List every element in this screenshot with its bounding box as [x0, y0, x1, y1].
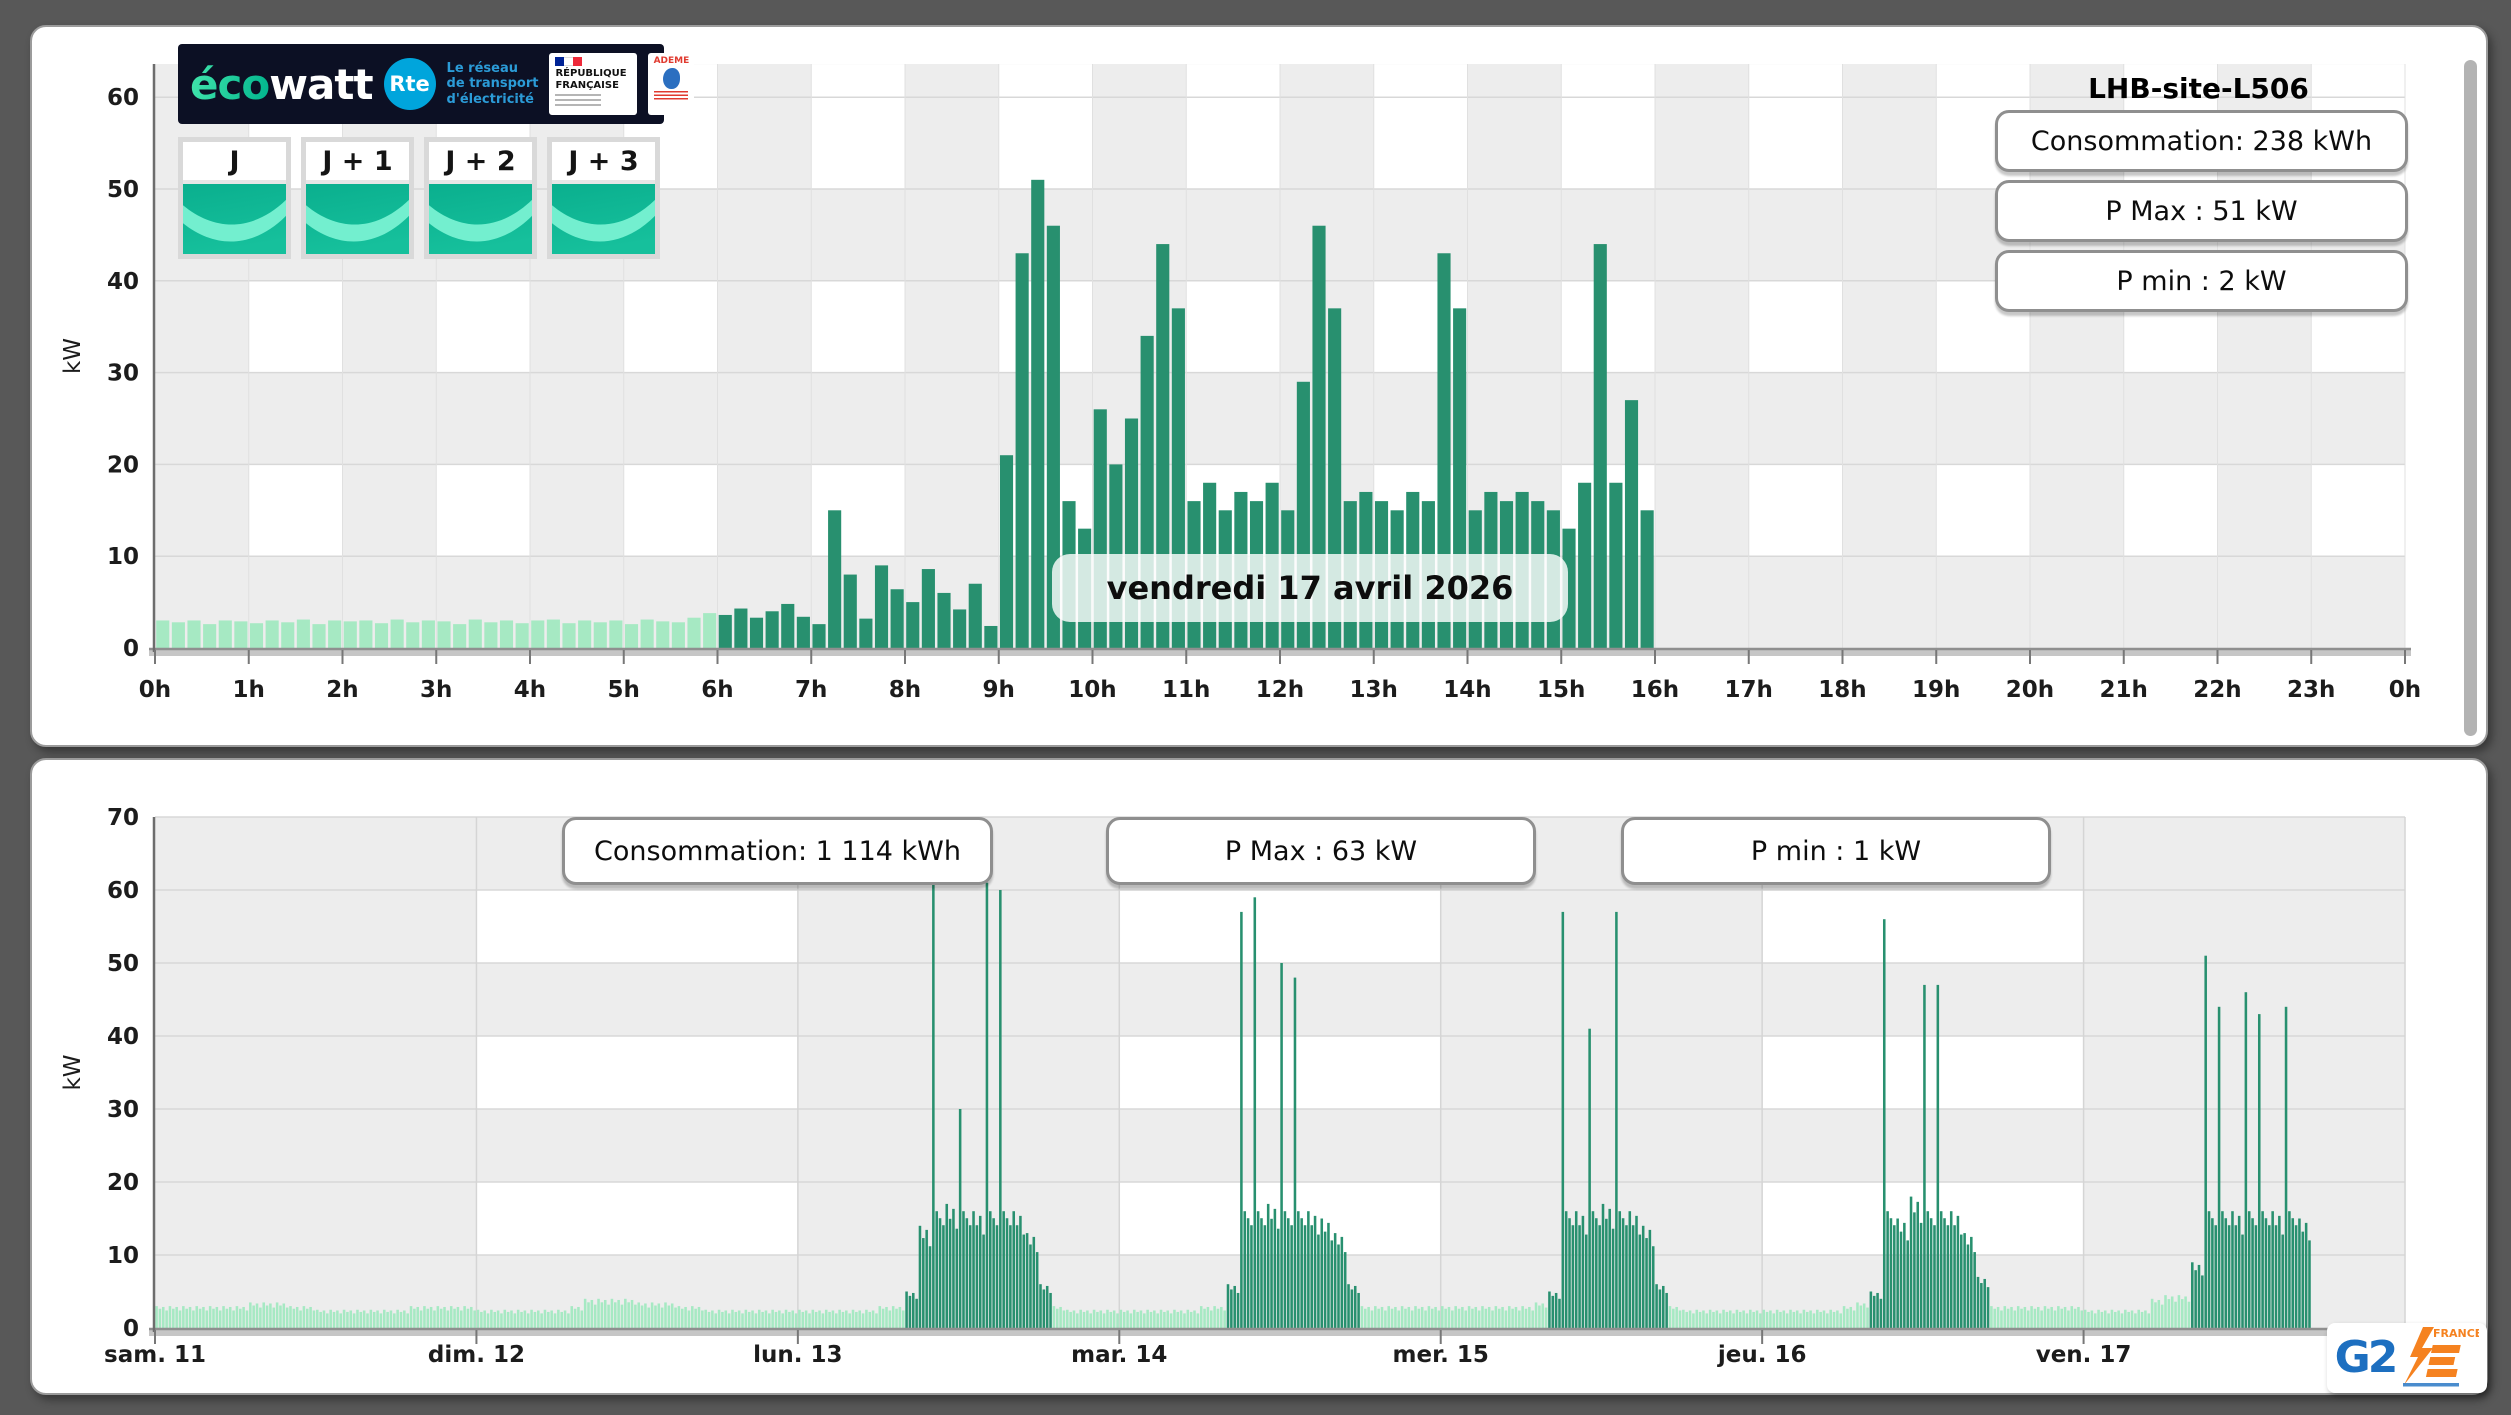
weekly-chart-panel: sam. 11 dim. 12 lun. 13 mar. 14 mer. 15 jeu. …: [30, 758, 2488, 1395]
svg-text:dim. 12: dim. 12: [428, 1342, 525, 1368]
svg-text:7h: 7h: [795, 677, 827, 703]
vertical-scrollbar[interactable]: [2464, 60, 2477, 736]
weekly-pmin-stat-box: P min : 1 kW: [1621, 817, 2051, 885]
forecast-tile-j1[interactable]: J + 1: [301, 137, 414, 259]
svg-text:0: 0: [123, 636, 139, 662]
weekly-consumption-stat-box: Consommation: 1 114 kWh: [562, 817, 993, 885]
ademe-text: ADEME: [653, 56, 690, 66]
french-flag-icon: [555, 57, 583, 66]
svg-text:kW: kW: [60, 1054, 86, 1090]
forecast-tile-label: J + 2: [429, 142, 532, 184]
svg-text:30: 30: [107, 361, 139, 387]
svg-text:20: 20: [107, 1170, 139, 1196]
green-signal-icon: [552, 184, 655, 254]
consumption-stat-box: Consommation: 238 kWh: [1995, 110, 2408, 172]
svg-text:13h: 13h: [1350, 677, 1398, 703]
rte-tagline-line: Le réseau: [446, 60, 518, 76]
svg-text:20: 20: [107, 452, 139, 478]
svg-text:50: 50: [107, 951, 139, 977]
francaise-text: FRANÇAISE: [555, 79, 619, 91]
svg-text:mer. 15: mer. 15: [1393, 1342, 1489, 1368]
svg-text:5h: 5h: [608, 677, 640, 703]
rte-tagline-line: de transport: [446, 76, 539, 92]
republique-text: RÉPUBLIQUE: [555, 68, 627, 79]
svg-text:kW: kW: [60, 338, 86, 374]
svg-text:jeu. 16: jeu. 16: [1717, 1342, 1807, 1368]
green-signal-icon: [183, 184, 286, 254]
green-signal-icon: [306, 184, 409, 254]
svg-text:60: 60: [107, 878, 139, 904]
svg-text:10: 10: [107, 544, 139, 570]
svg-text:12h: 12h: [1256, 677, 1304, 703]
rte-abbr: Rte: [389, 72, 430, 96]
ademe-logo: ADEME: [648, 53, 695, 115]
svg-text:17h: 17h: [1725, 677, 1773, 703]
ecowatt-eco-text: éco: [190, 59, 270, 109]
svg-text:11h: 11h: [1162, 677, 1210, 703]
rte-tagline: Le réseau de transport d'électricité: [447, 61, 539, 108]
svg-text:10h: 10h: [1068, 677, 1116, 703]
svg-text:18h: 18h: [1818, 677, 1866, 703]
ademe-blob-icon: [662, 68, 680, 89]
svg-text:2h: 2h: [326, 677, 358, 703]
svg-text:21h: 21h: [2100, 677, 2148, 703]
svg-text:0: 0: [123, 1316, 139, 1342]
ecowatt-logo: écowatt Rte Le réseau de transport d'éle…: [178, 44, 695, 124]
svg-text:lun. 13: lun. 13: [753, 1342, 842, 1368]
svg-text:6h: 6h: [701, 677, 733, 703]
svg-text:40: 40: [107, 269, 139, 295]
forecast-tile-label: J + 1: [306, 142, 409, 184]
site-title: LHB-site-L506: [2088, 72, 2309, 105]
forecast-tile-j2[interactable]: J + 2: [424, 137, 537, 259]
weekly-pmax-stat-box: P Max : 63 kW: [1106, 817, 1536, 885]
svg-text:60: 60: [107, 85, 139, 111]
svg-text:15h: 15h: [1537, 677, 1585, 703]
forecast-tile-label: J: [183, 142, 286, 184]
rte-logo-icon: Rte: [383, 58, 436, 110]
forecast-tiles: J J + 1 J + 2 J + 3: [178, 137, 660, 259]
svg-text:50: 50: [107, 177, 139, 203]
forecast-tile-j3[interactable]: J + 3: [547, 137, 660, 259]
forecast-tile-j[interactable]: J: [178, 137, 291, 259]
ademe-caption-lines: [654, 91, 689, 100]
ecowatt-wordmark: écowatt: [190, 59, 374, 109]
svg-text:20h: 20h: [2006, 677, 2054, 703]
svg-text:0h: 0h: [2389, 677, 2421, 703]
daily-chart-panel: 0h 1h 2h 3h 4h 5h 6h 7h 8h 9h 10h 11h 12h 13h 14h 15h 16…: [30, 25, 2488, 747]
weekly-chart-plot[interactable]: sam. 11 dim. 12 lun. 13 mar. 14 mer. 15 jeu. …: [32, 760, 2486, 1393]
g2e-logo: G2 FRANCE: [2327, 1323, 2487, 1393]
green-signal-icon: [429, 184, 532, 254]
pmin-stat-box: P min : 2 kW: [1995, 250, 2408, 312]
svg-text:8h: 8h: [889, 677, 921, 703]
svg-text:3h: 3h: [420, 677, 452, 703]
svg-text:mar. 14: mar. 14: [1071, 1342, 1167, 1368]
svg-text:ven. 17: ven. 17: [2036, 1342, 2132, 1368]
motto-lines: [555, 94, 602, 106]
forecast-tile-label: J + 3: [552, 142, 655, 184]
svg-text:10: 10: [107, 1243, 139, 1269]
svg-text:14h: 14h: [1443, 677, 1491, 703]
svg-text:4h: 4h: [514, 677, 546, 703]
svg-text:16h: 16h: [1631, 677, 1679, 703]
svg-text:19h: 19h: [1912, 677, 1960, 703]
ecowatt-watt-text: watt: [269, 59, 373, 109]
rte-tagline-line: d'électricité: [446, 91, 534, 107]
g2e-france-text: FRANCE: [2433, 1327, 2479, 1340]
svg-text:sam. 11: sam. 11: [104, 1342, 206, 1368]
g2e-text: G2: [2334, 1332, 2399, 1383]
svg-text:40: 40: [107, 1024, 139, 1050]
svg-text:22h: 22h: [2193, 677, 2241, 703]
republique-francaise-logo: RÉPUBLIQUE FRANÇAISE: [549, 53, 638, 115]
svg-text:30: 30: [107, 1097, 139, 1123]
svg-text:70: 70: [107, 805, 139, 831]
date-overlay: vendredi 17 avril 2026: [1052, 554, 1568, 622]
svg-text:23h: 23h: [2287, 677, 2335, 703]
svg-text:9h: 9h: [983, 677, 1015, 703]
svg-text:0h: 0h: [139, 677, 171, 703]
svg-text:1h: 1h: [233, 677, 265, 703]
g2e-bolt-icon: FRANCE: [2403, 1327, 2479, 1387]
pmax-stat-box: P Max : 51 kW: [1995, 180, 2408, 242]
